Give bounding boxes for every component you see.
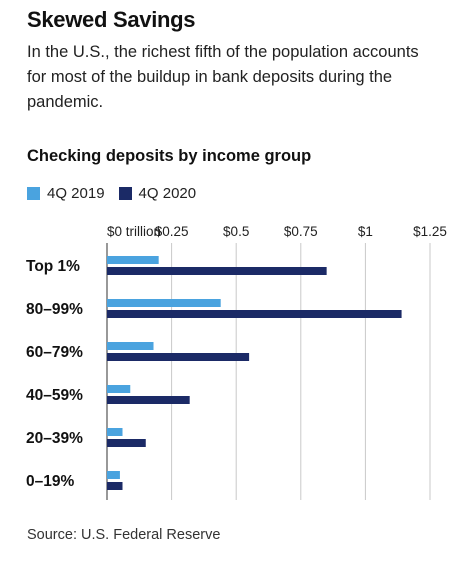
x-tick-label: $0.25: [155, 224, 189, 239]
category-label: 40–59%: [26, 387, 83, 404]
x-tick-label: $1.25: [413, 224, 447, 239]
category-label: 80–99%: [26, 301, 83, 318]
category-label: 20–39%: [26, 430, 83, 447]
bar: [107, 299, 221, 307]
bar: [107, 439, 146, 447]
bar: [107, 471, 120, 479]
bar: [107, 482, 123, 490]
x-tick-label: $1: [358, 224, 373, 239]
bar: [107, 428, 123, 436]
bar: [107, 310, 402, 318]
bar: [107, 256, 159, 264]
x-tick-label: $0 trillion: [107, 224, 161, 239]
category-label: 60–79%: [26, 344, 83, 361]
bar: [107, 385, 130, 393]
bar: [107, 396, 190, 404]
category-label: 0–19%: [26, 473, 74, 490]
x-tick-label: $0.75: [284, 224, 318, 239]
bar: [107, 353, 249, 361]
bar: [107, 267, 327, 275]
source-note: Source: U.S. Federal Reserve: [27, 527, 220, 543]
category-label: Top 1%: [26, 258, 80, 275]
x-tick-label: $0.5: [223, 224, 249, 239]
bar: [107, 342, 154, 350]
